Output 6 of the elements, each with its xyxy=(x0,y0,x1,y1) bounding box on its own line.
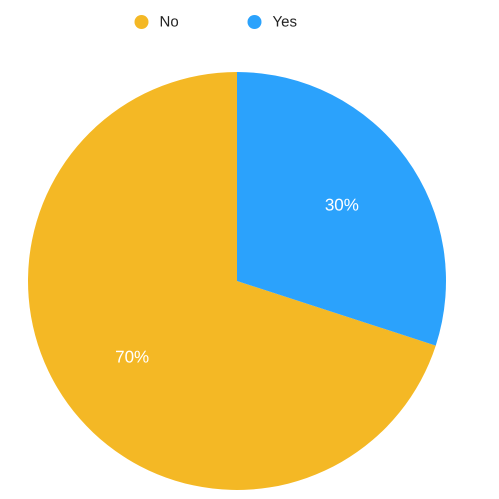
data-label: 70% xyxy=(115,348,150,367)
pie-slice xyxy=(28,72,436,490)
legend-label: Yes xyxy=(272,14,297,30)
data-label: 30% xyxy=(324,195,359,214)
legend-label: No xyxy=(160,14,179,30)
pie-slice xyxy=(237,72,446,346)
